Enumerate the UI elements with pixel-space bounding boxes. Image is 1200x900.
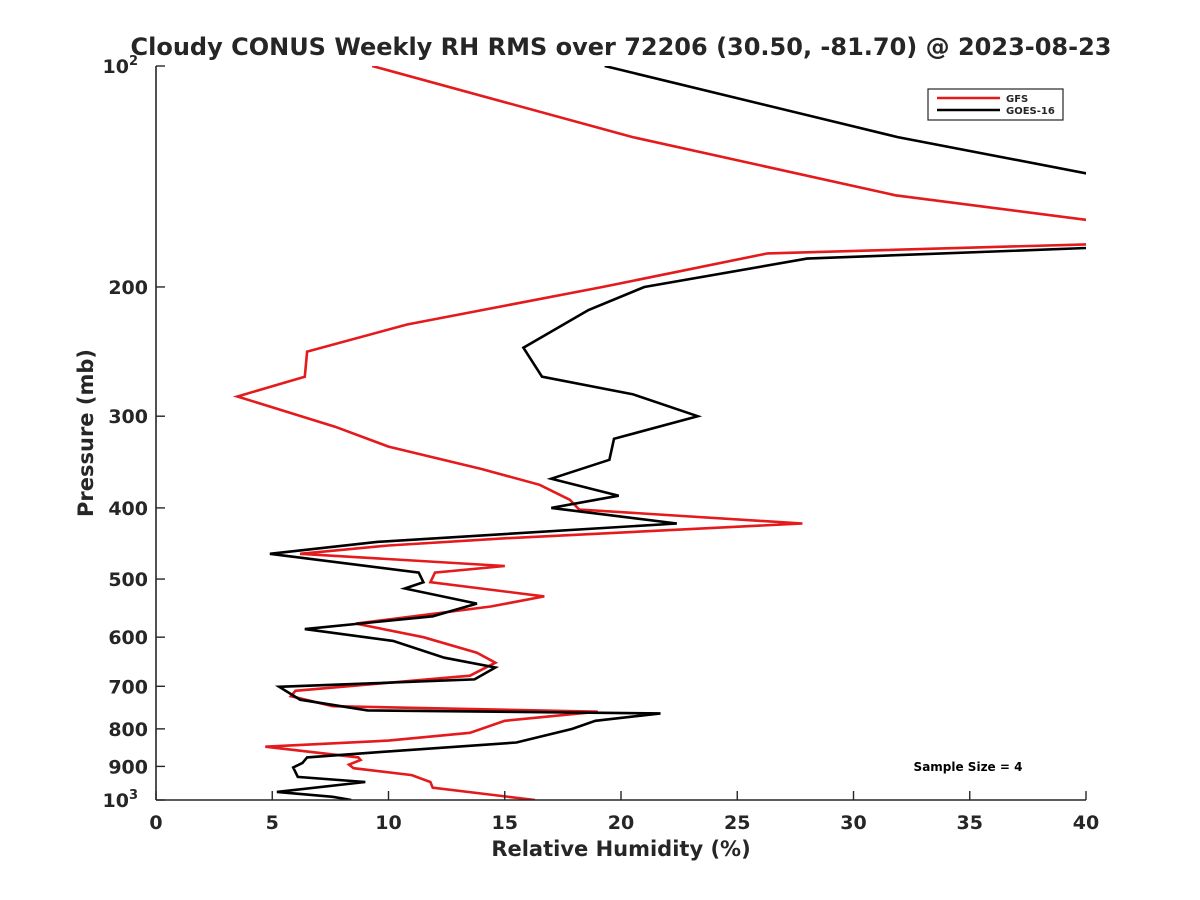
y-tick-label: 300 [108, 406, 148, 428]
y-tick-label: 700 [108, 676, 148, 698]
y-tick-label: 400 [108, 498, 148, 520]
x-ticks: 0 5 10 15 20 25 30 35 40 [149, 791, 1099, 834]
x-tick-label: 5 [266, 812, 279, 834]
sample-size-annotation: Sample Size = 4 [914, 760, 1023, 774]
series-layer [232, 66, 1086, 800]
x-tick-label: 15 [492, 812, 518, 834]
y-tick-label: 102 [103, 54, 139, 78]
x-tick-label: 0 [149, 812, 162, 834]
legend-label: GFS [1006, 94, 1028, 105]
y-axis-label: Pressure (mb) [74, 349, 98, 517]
x-tick-label: 10 [375, 812, 401, 834]
y-ticks: 102 200 300 400 500 600 700 800 900 103 [103, 54, 165, 812]
series-line-gfs [232, 66, 1086, 800]
x-tick-label: 30 [840, 812, 866, 834]
x-tick-label: 40 [1073, 812, 1099, 834]
x-tick-label: 25 [724, 812, 750, 834]
y-tick-label: 500 [108, 569, 148, 591]
y-tick-label: 900 [108, 756, 148, 778]
y-tick-label: 103 [103, 788, 139, 812]
x-tick-label: 20 [608, 812, 634, 834]
y-tick-label: 600 [108, 627, 148, 649]
series-line-goes-16 [269, 66, 1086, 800]
y-tick-label: 800 [108, 719, 148, 741]
legend-label: GOES-16 [1006, 106, 1055, 117]
x-tick-label: 35 [957, 812, 983, 834]
y-tick-label: 200 [108, 277, 148, 299]
legend-box [927, 88, 1064, 121]
x-axis-label: Relative Humidity (%) [491, 837, 750, 861]
chart-title: Cloudy CONUS Weekly RH RMS over 72206 (3… [131, 33, 1112, 61]
